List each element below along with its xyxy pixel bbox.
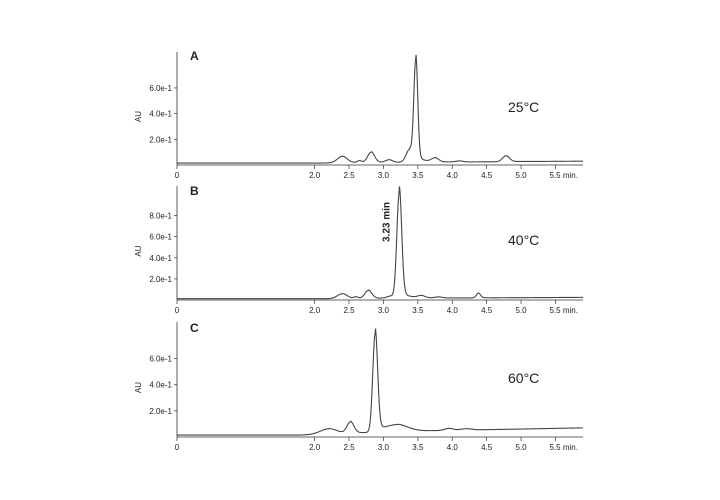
x-tick-label: 2.5 <box>343 171 355 180</box>
x-tick-label: 2.0 <box>309 171 321 180</box>
chromatogram-trace <box>177 186 583 300</box>
y-tick-label: 2.0e-1 <box>149 135 172 144</box>
x-tick-label: 3.0 <box>378 306 390 315</box>
panel-letter: C <box>190 321 199 335</box>
x-tick-label: 2.5 <box>343 443 355 452</box>
x-tick-label: 2.0 <box>309 306 321 315</box>
y-tick-label: 2.0e-1 <box>149 275 172 284</box>
x-tick-label: 3.5 <box>412 443 424 452</box>
x-tick-label: 0 <box>175 171 180 180</box>
y-tick-label: 6.0e-1 <box>149 233 172 242</box>
temperature-label: 40°C <box>508 232 539 248</box>
x-tick-label: 5.5 min. <box>549 171 577 180</box>
x-tick-label: 5.5 min. <box>549 443 577 452</box>
y-axis-title: AU <box>134 382 143 393</box>
y-tick-label: 4.0e-1 <box>149 254 172 263</box>
chromatogram-trace <box>177 54 583 164</box>
x-tick-label: 4.5 <box>481 306 493 315</box>
x-tick-label: 5.0 <box>516 443 528 452</box>
x-tick-label: 3.5 <box>412 171 424 180</box>
x-tick-label: 5.0 <box>516 306 528 315</box>
y-tick-label: 8.0e-1 <box>149 212 172 221</box>
panel-letter: A <box>190 49 199 63</box>
y-tick-label: 6.0e-1 <box>149 355 172 364</box>
chromatogram-panel-a: 2.0e-1 4.0e-1 6.0e-1 0 2.0 2.5 3.0 3.5 4.0 4.5 5.0… <box>134 49 583 180</box>
chromatogram-panel-b: 2.0e-1 4.0e-1 6.0e-1 8.0e-1 0 2.0 2.5 3.0 3.5 4.0… <box>134 184 583 315</box>
x-tick-label: 3.5 <box>412 306 424 315</box>
temperature-label: 25°C <box>508 99 539 115</box>
chromatogram-trace <box>177 328 584 436</box>
x-tick-label: 3.0 <box>378 443 390 452</box>
y-tick-label: 4.0e-1 <box>149 110 172 119</box>
x-tick-label: 4.5 <box>481 443 493 452</box>
y-axis-title: AU <box>134 111 143 122</box>
x-tick-label: 5.5 min. <box>549 306 577 315</box>
y-axis-title: AU <box>134 245 143 256</box>
x-tick-label: 4.0 <box>447 171 459 180</box>
y-tick-label: 2.0e-1 <box>149 407 172 416</box>
x-tick-label: 0 <box>175 306 180 315</box>
peak-retention-label: 3.23 min <box>381 202 392 242</box>
x-tick-label: 0 <box>175 443 180 452</box>
temperature-label: 60°C <box>508 370 539 386</box>
x-tick-label: 5.0 <box>516 171 528 180</box>
x-tick-label: 3.0 <box>378 171 390 180</box>
x-tick-label: 4.0 <box>447 306 459 315</box>
panel-letter: B <box>190 184 199 198</box>
y-tick-label: 6.0e-1 <box>149 84 172 93</box>
chromatogram-panel-c: 2.0e-1 4.0e-1 6.0e-1 0 2.0 2.5 3.0 3.5 4.0 4.5 5.0… <box>134 321 584 452</box>
x-tick-label: 4.0 <box>447 443 459 452</box>
x-tick-label: 4.5 <box>481 171 493 180</box>
x-tick-label: 2.0 <box>309 443 321 452</box>
x-tick-label: 2.5 <box>343 306 355 315</box>
y-tick-label: 4.0e-1 <box>149 381 172 390</box>
